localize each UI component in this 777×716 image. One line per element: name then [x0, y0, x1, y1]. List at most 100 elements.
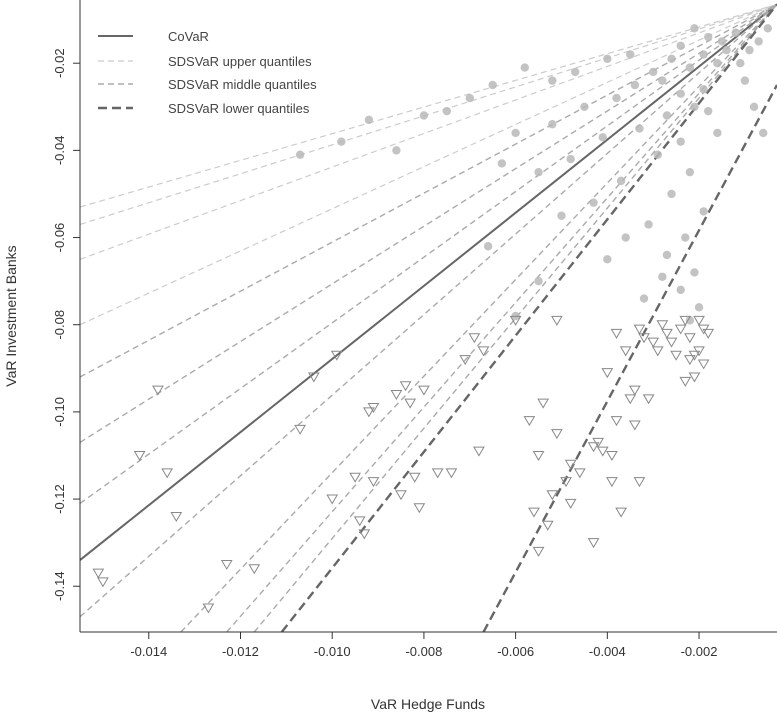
- data-point-circle: [557, 211, 566, 220]
- data-point-triangle: [592, 437, 605, 448]
- points-layer: [92, 24, 773, 614]
- data-point-circle: [658, 76, 667, 85]
- series-line-10: [226, 3, 777, 632]
- data-point-circle: [676, 285, 685, 295]
- lines-layer: [80, 3, 777, 632]
- data-point-triangle: [532, 450, 545, 461]
- data-point-circle: [685, 316, 695, 325]
- data-point-triangle: [606, 450, 618, 461]
- data-point-circle: [763, 24, 773, 33]
- data-point-triangle: [601, 368, 614, 379]
- data-point-circle: [534, 276, 543, 286]
- data-point-triangle: [404, 398, 417, 409]
- data-point-circle: [442, 106, 452, 116]
- data-point-circle: [713, 59, 722, 68]
- data-point-triangle: [220, 559, 233, 570]
- data-point-triangle: [697, 359, 710, 370]
- data-point-triangle: [665, 337, 678, 348]
- ticks-layer: -0.014 -0.012 -0.010 -0.008 -0.006 -0.004 -0.0…: [52, 48, 717, 659]
- data-point-circle: [740, 76, 750, 85]
- data-point-triangle: [693, 346, 705, 357]
- data-point-triangle: [647, 337, 660, 348]
- data-point-circle: [662, 250, 672, 260]
- series-line-11: [253, 3, 777, 632]
- data-point-circle: [639, 294, 649, 303]
- data-point-triangle: [633, 324, 646, 335]
- data-point-triangle: [408, 472, 421, 483]
- series-line-2: [80, 3, 777, 226]
- data-point-circle: [603, 255, 612, 264]
- data-point-circle: [717, 37, 727, 46]
- data-point-circle: [713, 128, 722, 138]
- data-point-circle: [690, 24, 699, 33]
- data-point-circle: [511, 128, 520, 138]
- data-point-triangle: [294, 424, 306, 435]
- data-point-triangle: [468, 333, 481, 344]
- data-point-circle: [520, 63, 529, 72]
- data-point-triangle: [551, 429, 563, 440]
- data-point-triangle: [326, 494, 339, 505]
- series-line-4: [80, 3, 777, 326]
- data-point-triangle: [248, 564, 261, 575]
- data-point-triangle: [367, 403, 380, 414]
- data-point-triangle: [596, 446, 609, 457]
- data-point-triangle: [152, 385, 164, 396]
- data-point-triangle: [684, 333, 696, 344]
- data-point-circle: [736, 59, 745, 68]
- data-point-triangle: [564, 459, 577, 470]
- data-point-triangle: [509, 315, 522, 326]
- data-point-circle: [598, 133, 607, 142]
- y-tick-label: -0.14: [52, 571, 67, 601]
- series-line-3: [80, 3, 777, 260]
- legend-label-sdsvar-lower: SDSVaR lower quantiles: [168, 101, 310, 116]
- data-point-triangle: [638, 333, 650, 344]
- data-point-triangle: [619, 346, 632, 357]
- data-point-triangle: [651, 346, 664, 357]
- data-point-triangle: [92, 568, 105, 579]
- data-point-triangle: [551, 315, 563, 326]
- data-point-circle: [676, 137, 685, 146]
- data-point-triangle: [628, 385, 641, 396]
- data-point-triangle: [459, 355, 472, 366]
- data-point-circle: [630, 80, 640, 90]
- data-point-triangle: [688, 350, 701, 361]
- data-point-circle: [690, 102, 699, 111]
- data-point-circle: [658, 272, 667, 281]
- data-point-circle: [603, 54, 612, 64]
- data-point-triangle: [97, 577, 109, 588]
- data-point-circle: [548, 76, 557, 85]
- data-point-triangle: [702, 328, 715, 339]
- data-point-circle: [681, 233, 690, 242]
- data-point-triangle: [161, 468, 173, 479]
- x-tick-label: -0.010: [314, 644, 351, 659]
- data-point-circle: [589, 198, 598, 207]
- data-point-circle: [667, 189, 676, 199]
- data-point-triangle: [349, 472, 362, 483]
- series-line-9: [180, 3, 777, 632]
- data-point-circle: [676, 89, 685, 98]
- data-point-circle: [635, 124, 644, 133]
- data-point-triangle: [395, 490, 407, 501]
- data-point-circle: [704, 106, 713, 116]
- data-point-circle: [699, 85, 708, 94]
- data-point-triangle: [606, 477, 618, 488]
- data-point-circle: [548, 120, 557, 129]
- data-point-circle: [488, 80, 497, 90]
- data-point-circle: [612, 93, 621, 103]
- data-point-triangle: [367, 477, 380, 488]
- data-point-circle: [699, 50, 708, 59]
- data-point-triangle: [587, 442, 600, 453]
- data-point-circle: [337, 137, 346, 146]
- data-point-triangle: [573, 468, 586, 479]
- x-tick-label: -0.008: [405, 644, 442, 659]
- data-point-circle: [419, 111, 429, 120]
- data-point-triangle: [363, 407, 375, 418]
- data-point-triangle: [670, 350, 682, 361]
- data-point-triangle: [523, 416, 536, 427]
- data-point-triangle: [202, 603, 215, 614]
- data-point-triangle: [661, 328, 673, 339]
- data-point-triangle: [615, 507, 627, 518]
- data-point-triangle: [679, 376, 692, 387]
- data-point-triangle: [133, 450, 146, 461]
